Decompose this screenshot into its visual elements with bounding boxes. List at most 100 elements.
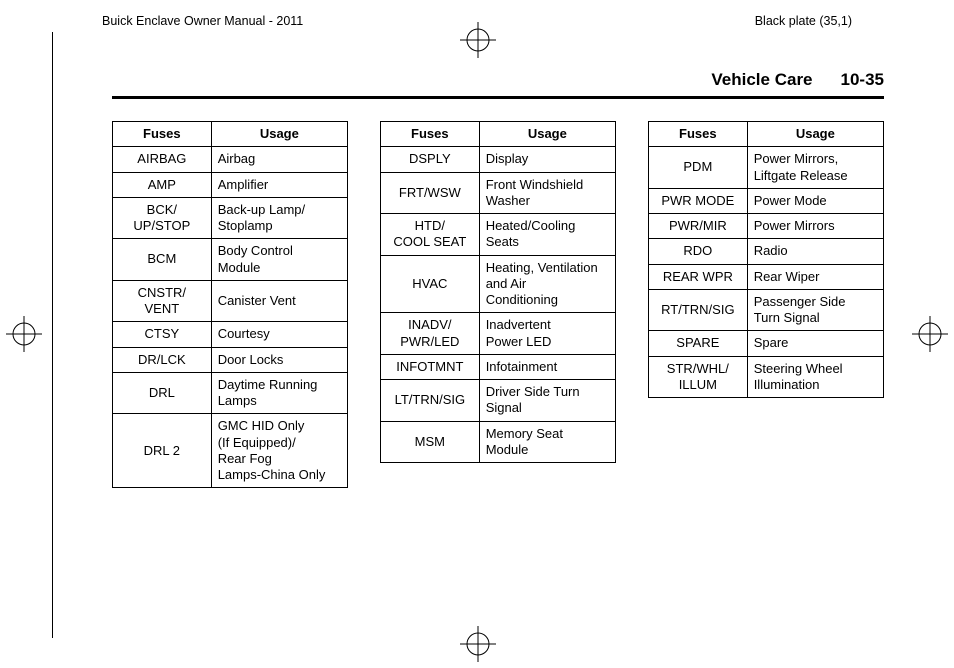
table-row: BCK/UP/STOPBack-up Lamp/Stoplamp	[113, 197, 348, 239]
manual-title: Buick Enclave Owner Manual - 2011	[102, 14, 303, 28]
usage-cell: Display	[479, 147, 615, 172]
fuse-cell: BCM	[113, 239, 212, 281]
usage-cell: Canister Vent	[211, 280, 347, 322]
section-header: Vehicle Care 10-35	[112, 70, 884, 99]
table-header-fuses: Fuses	[649, 122, 748, 147]
section-page-number: 10-35	[841, 70, 884, 90]
fuse-cell: FRT/WSW	[381, 172, 480, 214]
table-row: RT/TRN/SIGPassenger SideTurn Signal	[649, 289, 884, 331]
fuse-cell: RDO	[649, 239, 748, 264]
table-columns: Fuses Usage AIRBAGAirbagAMPAmplifierBCK/…	[112, 121, 884, 488]
table-row: HTD/COOL SEATHeated/CoolingSeats	[381, 214, 616, 256]
fuse-table-3-body: PDMPower Mirrors,Liftgate ReleasePWR MOD…	[649, 147, 884, 398]
table-row: DRL 2GMC HID Only(If Equipped)/Rear FogL…	[113, 414, 348, 488]
fuse-cell: MSM	[381, 421, 480, 463]
fuse-cell: AIRBAG	[113, 147, 212, 172]
fuse-cell: HVAC	[381, 255, 480, 313]
usage-cell: Body ControlModule	[211, 239, 347, 281]
usage-cell: Heating, Ventilationand AirConditioning	[479, 255, 615, 313]
fuse-cell: BCK/UP/STOP	[113, 197, 212, 239]
table-row: INADV/PWR/LEDInadvertentPower LED	[381, 313, 616, 355]
usage-cell: Steering WheelIllumination	[747, 356, 883, 398]
usage-cell: Driver Side TurnSignal	[479, 380, 615, 422]
fuse-cell: LT/TRN/SIG	[381, 380, 480, 422]
table-row: CNSTR/VENTCanister Vent	[113, 280, 348, 322]
table-header-usage: Usage	[747, 122, 883, 147]
table-row: HVACHeating, Ventilationand AirCondition…	[381, 255, 616, 313]
usage-cell: Rear Wiper	[747, 264, 883, 289]
table-header-fuses: Fuses	[381, 122, 480, 147]
table-header-fuses: Fuses	[113, 122, 212, 147]
fuse-cell: STR/WHL/ILLUM	[649, 356, 748, 398]
fuse-cell: DSPLY	[381, 147, 480, 172]
table-row: PWR MODEPower Mode	[649, 188, 884, 213]
usage-cell: Courtesy	[211, 322, 347, 347]
usage-cell: Power Mode	[747, 188, 883, 213]
usage-cell: Heated/CoolingSeats	[479, 214, 615, 256]
page-frame: Buick Enclave Owner Manual - 2011 Black …	[52, 10, 902, 658]
fuse-cell: SPARE	[649, 331, 748, 356]
fuse-cell: REAR WPR	[649, 264, 748, 289]
fuse-cell: HTD/COOL SEAT	[381, 214, 480, 256]
usage-cell: Passenger SideTurn Signal	[747, 289, 883, 331]
fuse-cell: PDM	[649, 147, 748, 189]
table-row: DSPLYDisplay	[381, 147, 616, 172]
registration-mark-right	[912, 316, 948, 352]
fuse-cell: RT/TRN/SIG	[649, 289, 748, 331]
usage-cell: Front WindshieldWasher	[479, 172, 615, 214]
table-row: AIRBAGAirbag	[113, 147, 348, 172]
table-row: FRT/WSWFront WindshieldWasher	[381, 172, 616, 214]
print-header: Buick Enclave Owner Manual - 2011 Black …	[52, 10, 902, 28]
fuse-cell: DR/LCK	[113, 347, 212, 372]
fuse-cell: DRL	[113, 372, 212, 414]
table-row: PDMPower Mirrors,Liftgate Release	[649, 147, 884, 189]
usage-cell: GMC HID Only(If Equipped)/Rear FogLamps-…	[211, 414, 347, 488]
table-row: DRLDaytime RunningLamps	[113, 372, 348, 414]
table-row: REAR WPRRear Wiper	[649, 264, 884, 289]
table-row: AMPAmplifier	[113, 172, 348, 197]
table-row: MSMMemory SeatModule	[381, 421, 616, 463]
section-title: Vehicle Care	[711, 70, 812, 90]
fuse-cell: AMP	[113, 172, 212, 197]
table-row: SPARESpare	[649, 331, 884, 356]
usage-cell: Radio	[747, 239, 883, 264]
usage-cell: Infotainment	[479, 354, 615, 379]
fuse-cell: INADV/PWR/LED	[381, 313, 480, 355]
usage-cell: Daytime RunningLamps	[211, 372, 347, 414]
usage-cell: Airbag	[211, 147, 347, 172]
fuse-cell: PWR MODE	[649, 188, 748, 213]
usage-cell: Amplifier	[211, 172, 347, 197]
usage-cell: Power Mirrors	[747, 214, 883, 239]
table-row: STR/WHL/ILLUMSteering WheelIllumination	[649, 356, 884, 398]
usage-cell: InadvertentPower LED	[479, 313, 615, 355]
table-header-usage: Usage	[211, 122, 347, 147]
fuse-table-1: Fuses Usage AIRBAGAirbagAMPAmplifierBCK/…	[112, 121, 348, 488]
fuse-table-2-body: DSPLYDisplayFRT/WSWFront WindshieldWashe…	[381, 147, 616, 463]
page-content: Vehicle Care 10-35 Fuses Usage AIRBAGAir…	[112, 70, 884, 488]
fuse-cell: INFOTMNT	[381, 354, 480, 379]
table-row: RDORadio	[649, 239, 884, 264]
registration-mark-left	[6, 316, 42, 352]
table-row: CTSYCourtesy	[113, 322, 348, 347]
table-row: PWR/MIRPower Mirrors	[649, 214, 884, 239]
table-row: INFOTMNTInfotainment	[381, 354, 616, 379]
fuse-table-col-2: Fuses Usage DSPLYDisplayFRT/WSWFront Win…	[380, 121, 616, 463]
usage-cell: Back-up Lamp/Stoplamp	[211, 197, 347, 239]
fuse-table-3: Fuses Usage PDMPower Mirrors,Liftgate Re…	[648, 121, 884, 398]
usage-cell: Power Mirrors,Liftgate Release	[747, 147, 883, 189]
table-header-usage: Usage	[479, 122, 615, 147]
fuse-table-col-1: Fuses Usage AIRBAGAirbagAMPAmplifierBCK/…	[112, 121, 348, 488]
fuse-table-col-3: Fuses Usage PDMPower Mirrors,Liftgate Re…	[648, 121, 884, 398]
table-row: DR/LCKDoor Locks	[113, 347, 348, 372]
table-row: LT/TRN/SIGDriver Side TurnSignal	[381, 380, 616, 422]
usage-cell: Memory SeatModule	[479, 421, 615, 463]
plate-label: Black plate (35,1)	[755, 14, 852, 28]
usage-cell: Spare	[747, 331, 883, 356]
fuse-table-1-body: AIRBAGAirbagAMPAmplifierBCK/UP/STOPBack-…	[113, 147, 348, 488]
left-margin-line	[52, 32, 53, 638]
usage-cell: Door Locks	[211, 347, 347, 372]
table-row: BCMBody ControlModule	[113, 239, 348, 281]
fuse-cell: CTSY	[113, 322, 212, 347]
fuse-cell: PWR/MIR	[649, 214, 748, 239]
fuse-cell: DRL 2	[113, 414, 212, 488]
